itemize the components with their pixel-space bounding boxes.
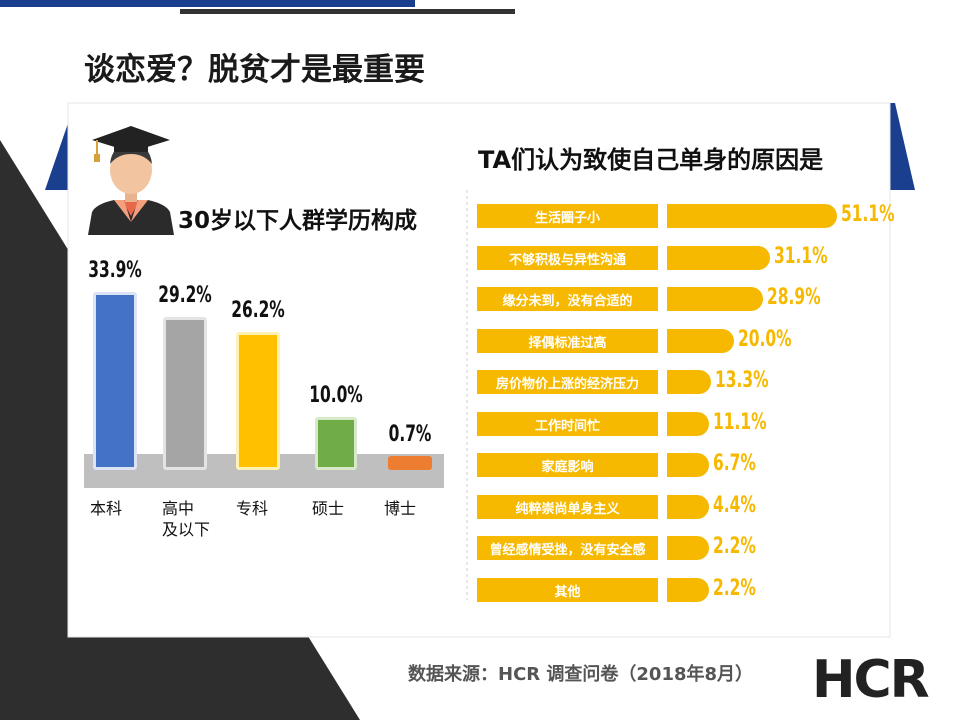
category-label: 本科 [90, 499, 123, 518]
reason-label: 纯粹崇尚单身主义 [477, 495, 658, 519]
hcr-logo: HCR [812, 650, 930, 710]
reason-value-label: 6.7% [713, 451, 756, 476]
category-label: 硕士 [312, 499, 345, 518]
reason-value-label: 20.0% [737, 327, 792, 352]
bar-3 [315, 417, 357, 470]
reason-bar [667, 536, 709, 560]
bar-value-label: 26.2% [231, 298, 285, 324]
bar-value-label: 33.9% [88, 258, 142, 283]
reason-label: 其他 [477, 578, 658, 602]
reason-bar [667, 287, 764, 311]
graduate-avatar-icon [88, 126, 174, 235]
bar-value-label: 0.7% [388, 422, 432, 447]
reason-bar [667, 370, 712, 394]
bar-1 [163, 316, 207, 470]
data-source: 数据来源：HCR 调查问卷（2018年8月） [408, 664, 754, 685]
bar-value-label: 29.2% [158, 282, 212, 308]
reason-value-label: 2.2% [713, 534, 756, 559]
reason-bar [667, 246, 771, 270]
reason-value-label: 28.9% [767, 285, 821, 310]
reason-value-label: 11.1% [713, 410, 767, 435]
reason-value-label: 2.2% [713, 576, 756, 601]
reason-label: 择偶标准过高 [477, 329, 658, 353]
reason-bar [667, 495, 709, 519]
reason-label: 缘分未到，没有合适的 [477, 287, 658, 311]
category-label: 高中 及以下 [162, 499, 211, 539]
reason-value-label: 4.4% [713, 493, 756, 518]
bar-2 [236, 332, 280, 470]
bar-4 [388, 456, 432, 470]
reason-bar [667, 453, 709, 477]
reason-value-label: 13.3% [715, 368, 769, 393]
reason-label: 工作时间忙 [477, 412, 658, 436]
reason-bar [667, 412, 709, 436]
category-label: 专科 [236, 499, 269, 518]
bar-value-label: 10.0% [309, 383, 363, 409]
reason-label: 曾经感情受挫，没有安全感 [477, 536, 658, 560]
category-label: 博士 [384, 499, 417, 518]
reason-value-label: 51.1% [841, 202, 895, 227]
reason-bar [667, 578, 709, 602]
reason-label: 家庭影响 [477, 453, 658, 477]
reason-label: 房价物价上涨的经济压力 [477, 370, 658, 394]
reason-bar [667, 329, 734, 353]
reason-label: 不够积极与异性沟通 [477, 246, 658, 270]
reason-label: 生活圈子小 [477, 204, 658, 228]
reason-bar [667, 204, 837, 228]
education-chart-title: 30岁以下人群学历构成 [178, 208, 418, 234]
bar-0 [93, 292, 137, 470]
reason-value-label: 31.1% [774, 244, 829, 269]
page-title: 谈恋爱？脱贫才是最重要 [84, 52, 425, 88]
reasons-chart-title: TA们认为致使自己单身的原因是 [478, 146, 824, 174]
